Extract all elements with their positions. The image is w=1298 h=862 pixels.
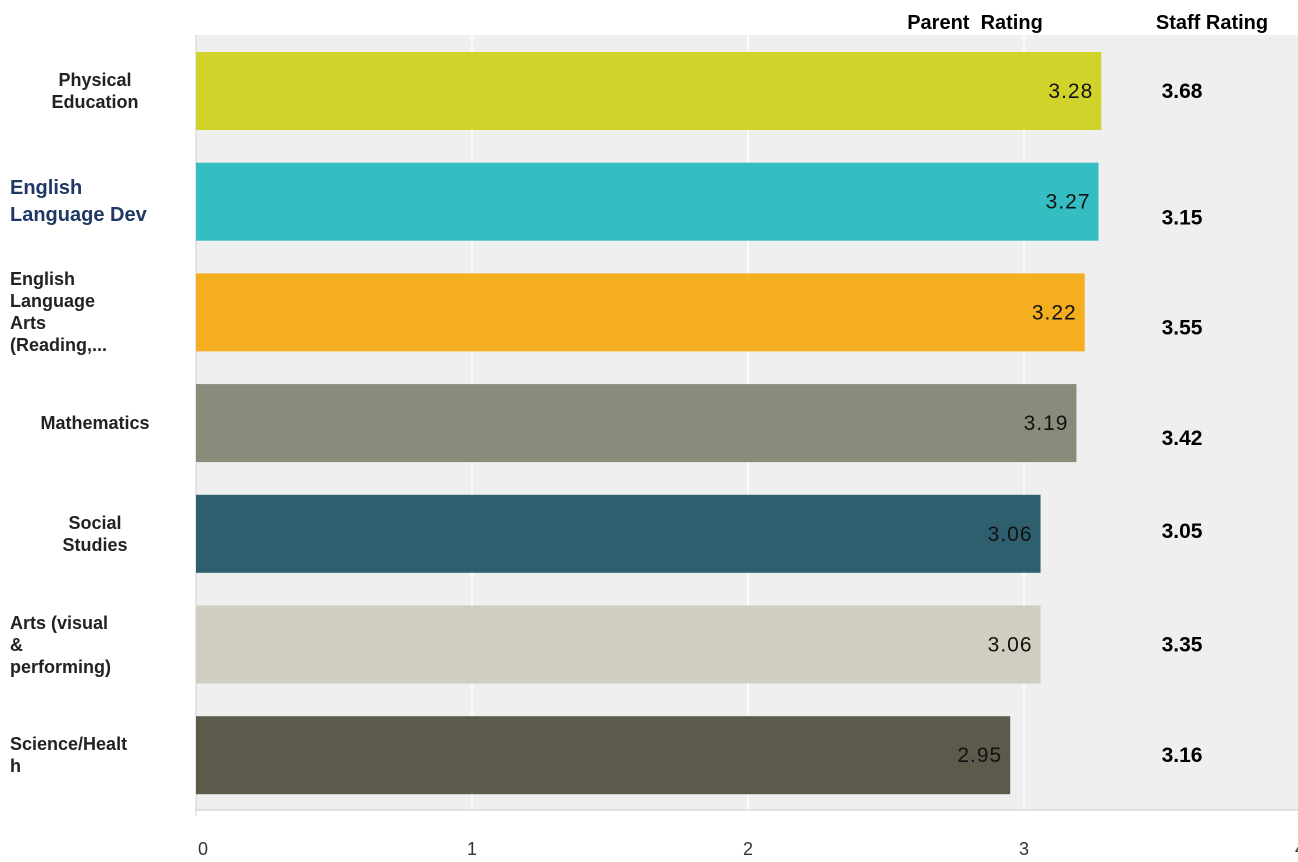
bar: [196, 273, 1085, 352]
category-label: Mathematics: [40, 413, 150, 434]
x-tick-label: 2: [743, 839, 753, 859]
bar-value-label: 3.06: [988, 634, 1033, 657]
bar: [196, 494, 1041, 573]
bar: [196, 52, 1102, 130]
staff-rating: 3.16: [1162, 744, 1203, 767]
x-tick-label: 3: [1019, 839, 1029, 859]
staff-rating: 3.42: [1162, 427, 1203, 450]
bar-value-label: 3.22: [1032, 301, 1077, 324]
category-label: Science/Healt h: [10, 734, 128, 777]
category-label: Arts (visual & performing): [10, 612, 111, 677]
bar-value-label: 2.95: [957, 744, 1002, 767]
bar: [196, 384, 1077, 463]
x-tick-label: 1: [467, 839, 477, 859]
staff-rating: 3.55: [1162, 316, 1203, 339]
staff-rating: 3.68: [1162, 80, 1203, 103]
bar: [196, 605, 1041, 684]
staff-rating: 3.35: [1162, 634, 1203, 657]
staff-rating: 3.15: [1162, 207, 1203, 230]
bar-value-label: 3.27: [1046, 191, 1091, 214]
category-label: English Language Dev: [10, 176, 147, 226]
bar: [196, 716, 1011, 795]
bar-value-label: 3.28: [1048, 80, 1093, 103]
bar-value-label: 3.06: [988, 523, 1033, 546]
category-label: Social Studies: [62, 512, 128, 555]
bar-value-label: 3.19: [1024, 412, 1069, 435]
x-tick-label: 0: [198, 839, 208, 859]
legend-parent: Parent Rating: [907, 12, 1043, 34]
legend-staff: Staff Rating: [1156, 12, 1268, 34]
bar: [196, 162, 1099, 241]
x-tick-label: 4: [1295, 839, 1298, 859]
staff-rating: 3.05: [1162, 520, 1203, 543]
category-label: Physical Education: [51, 70, 139, 112]
category-label: English Language Arts (Reading,...: [10, 269, 108, 356]
